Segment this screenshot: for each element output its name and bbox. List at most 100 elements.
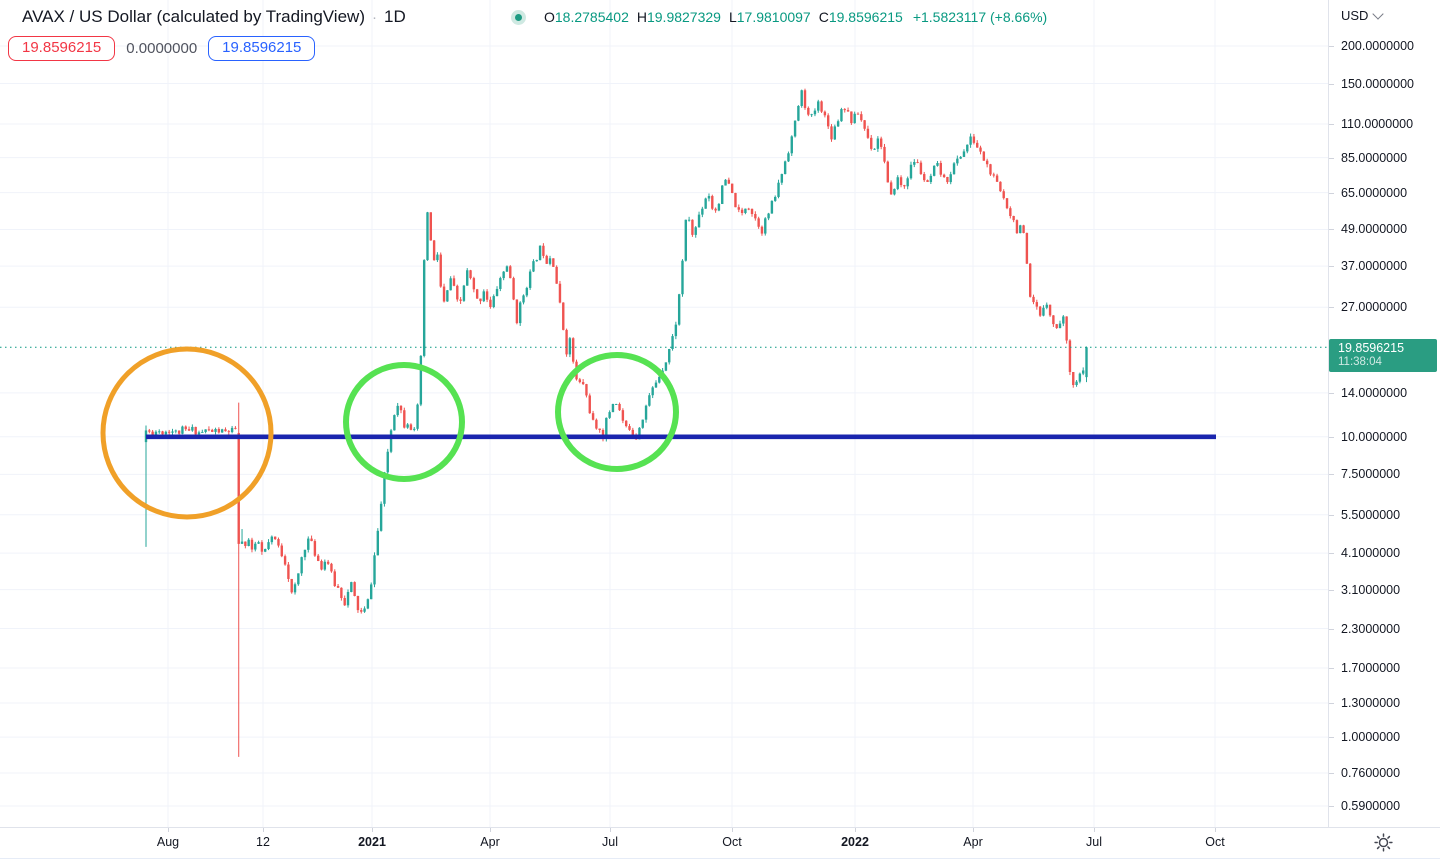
candle-body bbox=[730, 183, 734, 193]
candle-body bbox=[277, 539, 280, 546]
candle-body bbox=[1062, 316, 1065, 324]
candle-body bbox=[760, 226, 764, 234]
candle-body bbox=[363, 608, 366, 612]
currency-dropdown[interactable]: USD bbox=[1341, 8, 1385, 23]
price-axis-tick bbox=[1329, 266, 1334, 268]
candle-body bbox=[1048, 304, 1052, 316]
candle-body bbox=[701, 208, 704, 215]
candle-body bbox=[810, 114, 813, 116]
candle-body bbox=[803, 90, 807, 108]
candle-body bbox=[1035, 302, 1039, 307]
candle-body bbox=[528, 271, 532, 288]
candle-body bbox=[300, 557, 303, 574]
candle-body bbox=[959, 156, 962, 159]
time-axis-tick bbox=[490, 828, 491, 832]
candle-body bbox=[270, 536, 274, 543]
candle-body bbox=[469, 270, 472, 279]
orange-circle[interactable] bbox=[100, 346, 274, 520]
interval-label[interactable]: 1D bbox=[383, 7, 406, 26]
time-axis-tick bbox=[168, 828, 169, 832]
time-axis-tick bbox=[372, 828, 373, 832]
ohlc-legend: O18.2785402 H19.9827329 L17.9810097 C19.… bbox=[511, 9, 1047, 25]
time-axis-label: Apr bbox=[480, 835, 500, 849]
chart-canvas[interactable] bbox=[0, 0, 1328, 827]
candle-body bbox=[161, 431, 164, 435]
price-axis-label: 14.0000000 bbox=[1341, 385, 1408, 400]
candle-body bbox=[863, 120, 866, 129]
candle-body bbox=[1022, 225, 1025, 233]
candle-body bbox=[167, 431, 171, 433]
candle-body bbox=[846, 110, 850, 112]
price-axis-label: 2.3000000 bbox=[1341, 621, 1401, 636]
range-low-badge[interactable]: 19.8596215 bbox=[8, 36, 116, 61]
candle-body bbox=[313, 541, 317, 556]
last-price-value: 19.8596215 bbox=[1338, 340, 1405, 355]
price-axis-tick bbox=[1329, 737, 1334, 739]
candle-body bbox=[717, 203, 721, 211]
candle-body bbox=[552, 258, 555, 267]
candle-body bbox=[949, 174, 952, 183]
time-axis-tick bbox=[973, 828, 974, 832]
candle-body bbox=[519, 302, 522, 324]
candle-body bbox=[694, 227, 697, 235]
candle-body bbox=[605, 417, 608, 439]
candle-body bbox=[422, 260, 426, 356]
candle-body bbox=[456, 285, 459, 300]
candle-body bbox=[674, 324, 678, 337]
time-axis[interactable]: Aug 12 2021 Apr Jul Oct 2022 Apr Jul Oct bbox=[0, 827, 1440, 861]
price-axis-tick bbox=[1329, 46, 1334, 47]
ohlc-close: C19.8596215 bbox=[818, 9, 903, 25]
candle-body bbox=[926, 180, 929, 182]
candle-body bbox=[836, 121, 840, 127]
time-axis-tick bbox=[263, 828, 264, 832]
candle-body bbox=[459, 299, 462, 301]
candle-body bbox=[254, 543, 257, 550]
candle-body bbox=[472, 278, 476, 290]
candle-body bbox=[581, 382, 585, 385]
candle-body bbox=[615, 403, 618, 405]
series-marker-icon[interactable] bbox=[511, 9, 526, 25]
candle-body bbox=[201, 431, 204, 433]
green-circle-2[interactable] bbox=[555, 352, 679, 472]
candle-body bbox=[671, 336, 674, 350]
candle-body bbox=[879, 138, 883, 147]
settings-gear-icon[interactable] bbox=[1373, 832, 1394, 853]
price-axis[interactable]: USD 19.8596215 11:38:04 200.0000000 150.0… bbox=[1328, 0, 1440, 827]
range-diff-value: 0.0000000 bbox=[126, 40, 198, 57]
candle-body bbox=[899, 177, 903, 186]
candle-body bbox=[303, 549, 307, 558]
symbol-title[interactable]: AVAX / US Dollar (calculated by TradingV… bbox=[22, 7, 365, 26]
candle-body bbox=[923, 174, 926, 181]
candle-body bbox=[979, 147, 982, 152]
candle-body bbox=[446, 290, 449, 302]
range-high-badge[interactable]: 19.8596215 bbox=[208, 36, 316, 61]
candle-body bbox=[568, 338, 572, 355]
candle-body bbox=[356, 596, 360, 611]
candle-body bbox=[499, 278, 502, 289]
symbol-legend[interactable]: AVAX / US Dollar (calculated by TradingV… bbox=[22, 7, 406, 27]
candle-body bbox=[535, 260, 538, 262]
green-circle-1[interactable] bbox=[343, 362, 465, 482]
candle-body bbox=[1081, 370, 1085, 374]
candle-body bbox=[704, 198, 707, 209]
candle-body bbox=[333, 571, 336, 586]
candle-body bbox=[681, 260, 684, 295]
candle-body bbox=[323, 561, 327, 570]
candle-body bbox=[257, 542, 260, 544]
candle-body bbox=[297, 573, 300, 585]
candle-body bbox=[651, 387, 654, 396]
candle-body bbox=[512, 278, 515, 300]
candle-body bbox=[326, 561, 330, 564]
candle-body bbox=[780, 174, 784, 183]
candle-body bbox=[826, 115, 830, 127]
candle-body bbox=[770, 200, 774, 214]
candle-body bbox=[714, 208, 717, 211]
price-axis-tick bbox=[1329, 772, 1334, 774]
candle-body bbox=[393, 415, 396, 431]
candle-body bbox=[373, 555, 376, 585]
candle-body bbox=[654, 382, 658, 388]
candle-body bbox=[1038, 306, 1042, 316]
price-axis-label: 4.1000000 bbox=[1341, 546, 1401, 561]
candle-body bbox=[280, 545, 283, 557]
